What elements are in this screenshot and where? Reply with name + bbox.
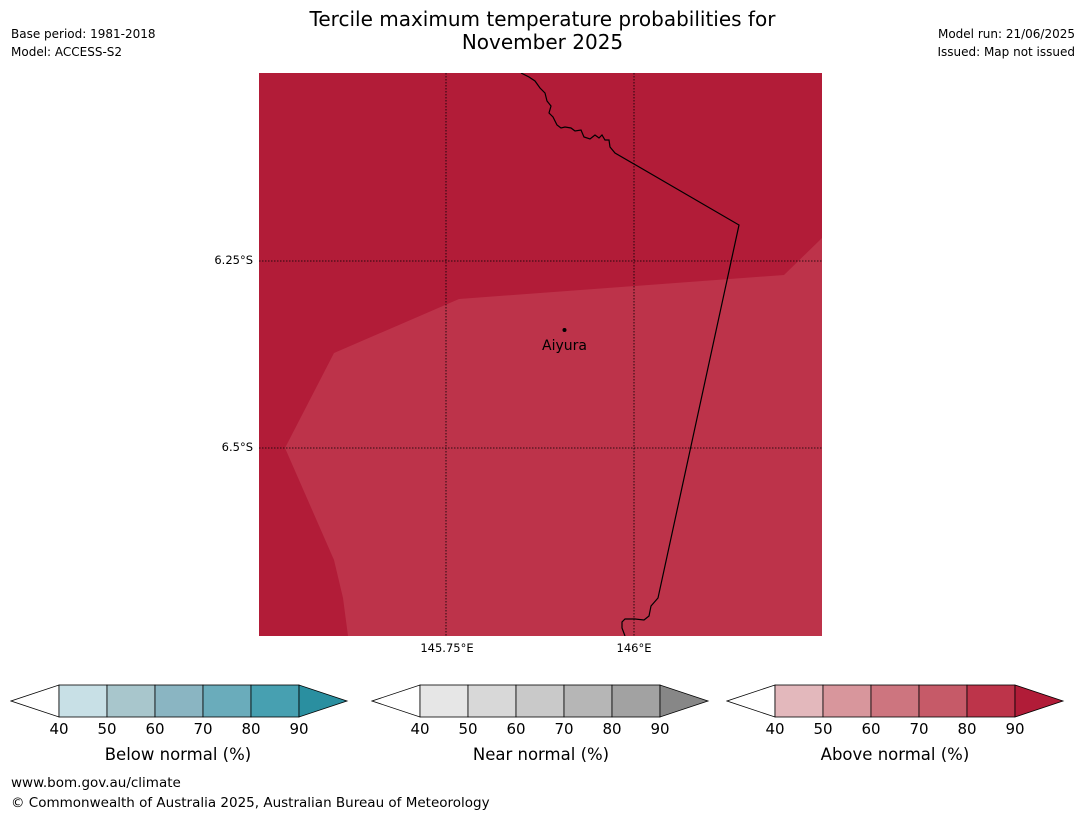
colorbar-near-segment-1 xyxy=(467,684,517,718)
colorbar-below-segment-2 xyxy=(154,684,204,718)
colorbar-above-segment-3 xyxy=(918,684,968,718)
colorbar-near-tick: 40 xyxy=(410,720,430,738)
colorbar-above-tick: 60 xyxy=(861,720,881,738)
place-label: Aiyura xyxy=(542,338,587,354)
colorbar-below-segment-0 xyxy=(58,684,108,718)
map-title: Tercile maximum temperature probabilitie… xyxy=(0,8,1085,54)
colorbar-below-tick: 50 xyxy=(97,720,117,738)
colorbar-below-tick: 90 xyxy=(289,720,309,738)
colorbar-above-segment-0 xyxy=(774,684,824,718)
colorbar-near-tick: 90 xyxy=(650,720,670,738)
colorbar-below-segment-3 xyxy=(202,684,252,718)
meta-right: Model run: 21/06/2025 Issued: Map not is… xyxy=(937,25,1075,61)
colorbar-below-segment-4 xyxy=(250,684,300,718)
issued-status: Issued: Map not issued xyxy=(937,45,1075,59)
colorbar-near-segment-4 xyxy=(611,684,661,718)
map-title-line1: Tercile maximum temperature probabilitie… xyxy=(309,7,776,31)
colorbar-near-tick: 60 xyxy=(506,720,526,738)
colorbar-above-tick: 90 xyxy=(1005,720,1025,738)
colorbar-above-normal xyxy=(726,684,1065,718)
colorbar-above-tick: 70 xyxy=(909,720,929,738)
lat-label-6-5: 6.5°S xyxy=(221,440,253,454)
colorbar-near-label: Near normal (%) xyxy=(472,745,610,764)
colorbar-above-tick: 50 xyxy=(813,720,833,738)
map-title-line2: November 2025 xyxy=(461,30,624,54)
footer-copyright: © Commonwealth of Australia 2025, Austra… xyxy=(11,795,490,811)
footer-url: www.bom.gov.au/climate xyxy=(11,775,181,791)
colorbar-near-tick: 70 xyxy=(554,720,574,738)
colorbar-above-tick: 80 xyxy=(957,720,977,738)
colorbar-below-tick: 40 xyxy=(49,720,69,738)
colorbar-above-segments xyxy=(726,684,1065,718)
colorbar-above-label: Above normal (%) xyxy=(820,745,970,764)
country-border xyxy=(520,73,740,636)
colorbar-above-segment-2 xyxy=(870,684,920,718)
colorbar-near-extend-low xyxy=(371,684,421,718)
colorbar-below-tick: 60 xyxy=(145,720,165,738)
meta-left: Base period: 1981-2018 Model: ACCESS-S2 xyxy=(11,25,156,61)
colorbar-near-segment-0 xyxy=(419,684,469,718)
colorbar-near-segment-2 xyxy=(515,684,565,718)
colorbar-near-segment-3 xyxy=(563,684,613,718)
colorbar-below-extend-low xyxy=(10,684,60,718)
lat-label-6-25: 6.25°S xyxy=(214,253,253,267)
colorbar-near-tick: 50 xyxy=(458,720,478,738)
lon-label-146: 146°E xyxy=(616,641,652,655)
colorbar-below-extend-high xyxy=(298,684,349,718)
colorbar-above-extend-high xyxy=(1014,684,1065,718)
colorbar-above-segment-1 xyxy=(822,684,872,718)
colorbar-near-extend-high xyxy=(659,684,710,718)
probability-map: Aiyura xyxy=(259,73,822,636)
colorbar-above-tick: 40 xyxy=(765,720,785,738)
colorbar-near-segments xyxy=(371,684,710,718)
colorbar-below-segment-1 xyxy=(106,684,156,718)
colorbar-below-tick: 70 xyxy=(193,720,213,738)
colorbar-below-label: Below normal (%) xyxy=(104,745,252,764)
light-probability-region xyxy=(285,238,822,636)
colorbar-above-segment-4 xyxy=(966,684,1016,718)
colorbar-above-extend-low xyxy=(726,684,776,718)
model-run: Model run: 21/06/2025 xyxy=(937,27,1075,41)
colorbar-below-segments xyxy=(10,684,349,718)
colorbar-near-tick: 80 xyxy=(602,720,622,738)
model-name: Model: ACCESS-S2 xyxy=(11,45,123,59)
colorbar-near-normal xyxy=(371,684,710,718)
base-period: Base period: 1981-2018 xyxy=(11,27,156,41)
aiyura-marker xyxy=(562,328,567,332)
colorbar-below-tick: 80 xyxy=(241,720,261,738)
colorbar-below-normal xyxy=(10,684,349,718)
lon-label-145-75: 145.75°E xyxy=(420,641,474,655)
